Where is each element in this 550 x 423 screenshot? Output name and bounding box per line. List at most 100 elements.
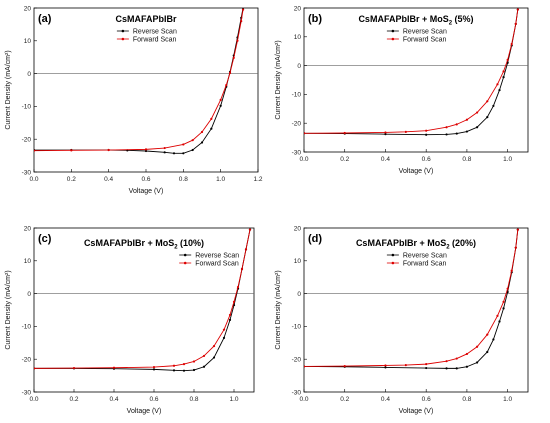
data-point [502, 307, 505, 310]
data-point [34, 149, 36, 152]
data-point [514, 246, 517, 249]
y-tick-label: 10 [24, 38, 32, 45]
series-line [304, 229, 519, 367]
data-point [516, 8, 519, 11]
data-point [202, 354, 206, 358]
data-point [502, 76, 505, 79]
data-point [465, 130, 469, 133]
data-point [172, 152, 176, 155]
data-point [172, 364, 176, 367]
y-tick-label: 20 [24, 5, 32, 12]
data-point [222, 328, 226, 331]
data-point [475, 126, 479, 129]
x-tick-label: 0.2 [69, 396, 78, 403]
data-point [445, 360, 448, 363]
data-point [496, 83, 499, 86]
x-axis-label: Voltage (V) [129, 188, 164, 195]
legend-label: Reverse Scan [403, 252, 447, 259]
data-point [182, 369, 186, 372]
data-point [232, 300, 236, 303]
plot-frame [303, 7, 529, 153]
data-point [182, 363, 186, 366]
data-point [445, 367, 448, 370]
panel-title: CsMAFAPbIBr [115, 14, 177, 24]
data-point [163, 151, 166, 154]
data-point [248, 228, 252, 231]
legend-label: Forward Scan [403, 260, 447, 267]
data-point [498, 88, 501, 92]
data-point [163, 146, 166, 150]
panel-label: (c) [38, 233, 52, 245]
panel-title-suffix: (20%) [450, 238, 477, 248]
legend-swatch-marker [121, 29, 125, 33]
y-tick-label: -20 [22, 137, 32, 144]
x-tick-label: 1.0 [503, 396, 512, 403]
data-point [70, 149, 73, 152]
x-tick-label: 0.4 [381, 156, 390, 163]
panel-title: CsMAFAPbIBr + MoS2 (5%) [358, 14, 473, 27]
x-tick-label: 0.2 [340, 156, 349, 163]
panel-title-subscript: 2 [449, 21, 453, 27]
y-axis-label: Current Density (mA/cm²) [275, 40, 282, 119]
series-1 [34, 8, 245, 152]
data-point [225, 83, 228, 87]
series-1 [304, 8, 519, 135]
panel-title-subscript: 2 [446, 245, 450, 251]
data-point [152, 368, 156, 371]
data-point [486, 100, 489, 103]
data-point [425, 129, 428, 132]
data-point [465, 352, 469, 356]
data-point [212, 344, 216, 348]
data-point [200, 141, 204, 144]
x-tick-label: 0.8 [179, 176, 188, 183]
panel-title-suffix: (5%) [452, 14, 474, 24]
y-tick-label: -30 [22, 389, 32, 396]
data-point [425, 133, 428, 136]
legend-swatch-marker [391, 261, 395, 265]
panel-title: CsMAFAPbIBr + MoS2 (10%) [84, 238, 204, 251]
x-axis-label: Voltage (V) [399, 168, 434, 175]
data-point [343, 131, 346, 135]
data-point [455, 357, 458, 360]
data-point [475, 361, 479, 364]
data-point [506, 287, 509, 290]
data-point [222, 336, 226, 339]
y-axis-label: Current Density (mA/cm²) [275, 270, 282, 349]
y-tick-label: 0 [27, 291, 31, 298]
y-tick-label: 0 [297, 291, 301, 298]
data-point [506, 58, 509, 61]
data-point [144, 148, 148, 151]
legend-swatch-marker [183, 253, 187, 257]
data-point [228, 313, 232, 317]
data-point [236, 39, 239, 42]
y-tick-label: -30 [292, 389, 302, 396]
x-tick-label: 0.6 [422, 396, 431, 403]
data-point [425, 363, 428, 366]
y-tick-label: -10 [22, 104, 32, 111]
legend-swatch-marker [391, 37, 395, 41]
y-tick-label: 10 [24, 258, 32, 265]
data-point [455, 367, 458, 370]
panel-2: 0.0 0.2 0.4 0.6 0.8 1.0 -30 -20 -10 0 10 20 Voltage … [5, 225, 255, 415]
data-point [465, 118, 469, 121]
data-point [228, 318, 232, 321]
x-tick-label: 0.6 [422, 156, 431, 163]
data-point [492, 104, 495, 108]
data-point [514, 22, 517, 25]
data-point [228, 71, 232, 75]
y-axis-label: Current Density (mA/cm²) [5, 270, 12, 349]
data-point [191, 148, 194, 152]
panel-title: CsMAFAPbIBr + MoS2 (20%) [356, 238, 476, 251]
data-point [445, 133, 448, 136]
data-point [232, 56, 235, 59]
data-point [34, 367, 36, 370]
data-point [404, 364, 407, 367]
data-point [475, 345, 479, 348]
data-point [112, 366, 116, 369]
data-point [502, 300, 505, 303]
x-tick-label: 0.2 [67, 176, 76, 183]
data-point [486, 116, 489, 119]
x-tick-label: 0.0 [29, 176, 38, 183]
data-point [486, 350, 489, 354]
